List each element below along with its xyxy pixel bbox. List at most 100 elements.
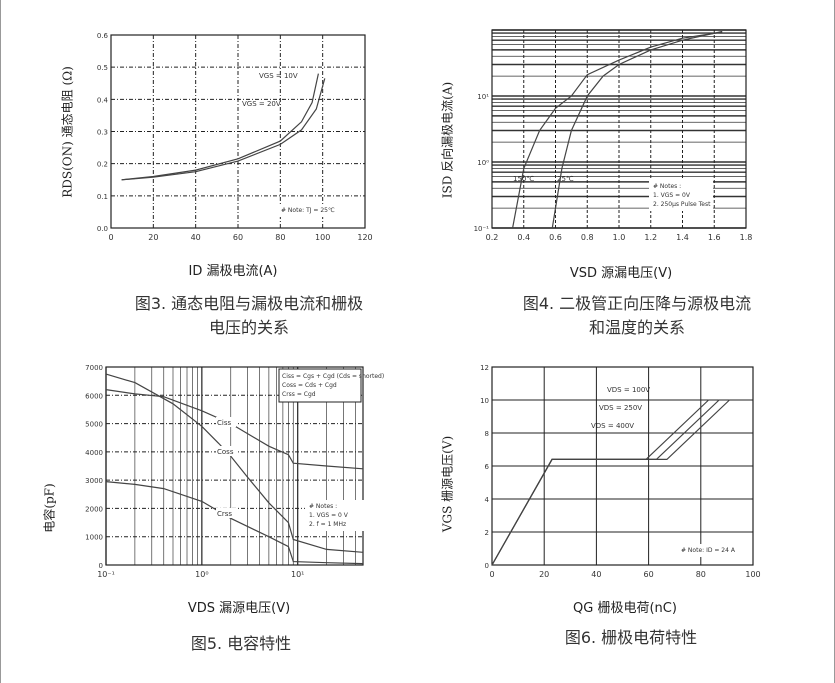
y-tick-label: 8 [485, 430, 489, 438]
plot-frame [110, 34, 366, 229]
series-label: VDS = 400V [591, 422, 634, 430]
x-tick-label: 10⁻¹ [97, 570, 115, 579]
chart-1: 0 20 40 60 80 100 120 0.0 0.1 0.2 0.3 0.4 0.5 0.6 VGS … [97, 32, 373, 242]
plot-frame [491, 366, 754, 566]
y-tick-label: 0.6 [97, 32, 109, 40]
series-label: Ciss [217, 419, 231, 427]
x-tick-label: 20 [148, 233, 158, 242]
x-tick-label: 60 [644, 570, 654, 579]
y-tick-label: 0.1 [97, 193, 108, 201]
chart-2: 0.2 0.4 0.6 0.8 1.0 1.2 1.4 1.6 1.8 10⁻¹ 10⁰ 10¹ 150… [474, 29, 753, 242]
x-tick-label: 20 [539, 570, 549, 579]
note-text: 2. 250μs Pulse Test [653, 201, 711, 208]
x-tick-label: 1.4 [676, 233, 689, 242]
note-text: # Note: ID = 24 A [681, 547, 736, 554]
chart4-caption: 图6. 栅极电荷特性 [565, 626, 697, 650]
x-tick-label: 1.8 [740, 233, 753, 242]
y-tick-label: 10¹ [477, 93, 489, 101]
y-tick-label: 6000 [85, 392, 103, 400]
x-tick-label: 80 [696, 570, 706, 579]
series-label: VGS = 10V [259, 72, 298, 80]
x-tick-label: 100 [745, 570, 760, 579]
series-line-vgs-10v [121, 73, 319, 181]
x-tick-label: 0.6 [549, 233, 562, 242]
note-bg [649, 180, 713, 211]
chart2-x-label: VSD 源漏电压(V) [569, 266, 673, 281]
y-tick-label: 6 [485, 463, 490, 471]
chart4-y-label: VGS 栅源电压(V) [440, 435, 455, 533]
series-label: Crss [217, 510, 232, 518]
x-tick-label: 0 [108, 233, 113, 242]
x-tick-label: 0.2 [486, 233, 499, 242]
note-text: # Note: TJ = 25℃ [281, 207, 335, 214]
label-bg [216, 446, 236, 456]
y-tick-label: 0 [485, 562, 489, 570]
label-bg [216, 417, 236, 427]
y-tick-label: 10⁻¹ [474, 225, 490, 233]
y-tick-label: 4000 [85, 449, 103, 457]
note-text: 2. f = 1 MHz [309, 521, 346, 528]
note-text: # Notes : [309, 503, 337, 510]
chart2-y-label: ISD 反向漏极电流(A) [440, 81, 455, 199]
plot-frame [491, 29, 747, 229]
note-bg [677, 544, 741, 557]
y-tick-label: 2000 [85, 505, 103, 513]
series-label: VDS = 100V [607, 386, 650, 394]
caption-line: 图3. 通态电阻与漏极电流和栅极 [134, 294, 364, 313]
caption-line: 电压的关系 [208, 318, 290, 337]
y-tick-label: 10⁰ [477, 159, 489, 167]
note-bg [305, 500, 369, 531]
series-line-vgs-20v [121, 78, 326, 181]
y-tick-label: 0.3 [97, 129, 108, 137]
note-bg [277, 204, 341, 217]
chart1-y-label: RDS(ON) 通态电阻 (Ω) [60, 66, 75, 198]
x-tick-label: 60 [233, 233, 243, 242]
chart1-caption: 图3. 通态电阻与漏极电流和栅极 电压的关系 [135, 292, 363, 340]
y-tick-label: 0.5 [97, 64, 108, 72]
x-tick-label: 40 [591, 570, 601, 579]
x-tick-label: 120 [357, 233, 372, 242]
chart-3: 10⁻¹ 10⁰ 10¹ 0 1000 2000 3000 4000 5000 6000 7000 C… [85, 364, 384, 579]
y-tick-label: 0.2 [97, 161, 108, 169]
legend-entry: Ciss = Cgs + Cgd (Cds = shorted) [282, 373, 384, 380]
series-label: 150℃ [513, 175, 534, 183]
series-line-coss [105, 373, 364, 553]
chart-4: 0 20 40 60 80 100 0 2 4 6 8 10 12 VDS = 100V VDS = 250… [480, 364, 761, 579]
chart2-caption: 图4. 二极管正向压降与源极电流 和温度的关系 [523, 292, 751, 340]
y-tick-label: 4 [485, 496, 490, 504]
chart1-x-label: ID 漏极电流(A) [188, 264, 278, 279]
series-line-150- [512, 31, 723, 229]
y-tick-label: 0 [99, 562, 103, 570]
label-bg [216, 508, 236, 518]
y-tick-label: 5000 [85, 421, 103, 429]
series-label: VGS = 20V [242, 100, 281, 108]
chart3-y-label: 电容(pF) [42, 483, 57, 533]
note-text: # Notes : [653, 183, 681, 190]
y-tick-label: 0.4 [97, 96, 109, 104]
x-tick-label: 0.4 [517, 233, 530, 242]
x-tick-label: 40 [191, 233, 201, 242]
x-tick-label: 1.6 [708, 233, 721, 242]
legend-entry: Crss = Cgd [282, 391, 316, 398]
x-tick-label: 1.2 [644, 233, 657, 242]
x-tick-label: 0 [489, 570, 494, 579]
caption-line: 和温度的关系 [588, 318, 686, 337]
y-tick-label: 7000 [85, 364, 103, 372]
x-tick-label: 10⁰ [195, 570, 208, 579]
note-text: 1. VGS = 0V [653, 192, 691, 199]
x-tick-label: 10¹ [291, 570, 304, 579]
series-label: Coss [217, 448, 234, 456]
series-line-25- [551, 30, 723, 229]
y-tick-label: 10 [480, 397, 489, 405]
caption-line: 图4. 二极管正向压降与源极电流 [522, 294, 752, 313]
series-line-crss [105, 481, 364, 565]
y-tick-label: 3000 [85, 477, 103, 485]
series-line-ciss [105, 389, 364, 470]
y-tick-label: 0.0 [97, 225, 108, 233]
legend-entry: Coss = Cds + Cgd [282, 382, 337, 389]
chart3-x-label: VDS 漏源电压(V) [187, 601, 291, 616]
x-tick-label: 1.0 [613, 233, 626, 242]
legend-box [278, 368, 362, 403]
series-line-vds-400v [491, 399, 730, 566]
